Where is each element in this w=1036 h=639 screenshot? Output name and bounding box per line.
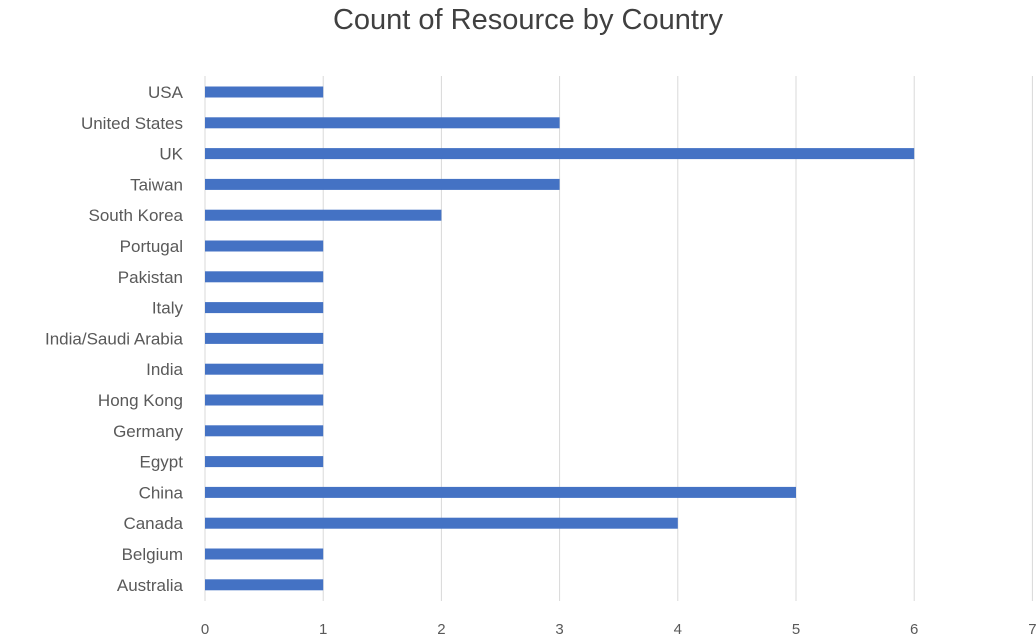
category-label: Hong Kong [98, 391, 183, 410]
x-tick-label: 3 [555, 621, 563, 638]
bar [205, 209, 442, 221]
bar [205, 579, 324, 591]
bar [205, 271, 324, 283]
category-label: China [139, 483, 184, 502]
bar [205, 363, 324, 375]
category-label: Belgium [122, 545, 183, 564]
x-tick-label: 5 [792, 621, 800, 638]
category-label: Germany [113, 422, 183, 441]
x-tick-label: 4 [674, 621, 682, 638]
bar [205, 517, 678, 529]
bar [205, 240, 324, 252]
category-label: USA [148, 83, 184, 102]
chart-title: Count of Resource by Country [332, 4, 724, 36]
bar [205, 148, 915, 160]
category-label: Australia [117, 576, 184, 595]
category-label: Pakistan [118, 268, 183, 287]
x-tick-label: 6 [910, 621, 918, 638]
bar [205, 178, 560, 190]
category-label: South Korea [88, 206, 183, 225]
category-label: India/Saudi Arabia [45, 329, 184, 348]
category-label: Taiwan [130, 175, 183, 194]
bar [205, 302, 324, 314]
x-tick-label: 7 [1028, 621, 1036, 638]
category-label: UK [159, 145, 183, 164]
category-label: Portugal [120, 237, 183, 256]
bar [205, 456, 324, 468]
category-label: Egypt [140, 453, 184, 472]
category-label: United States [81, 114, 183, 133]
bar [205, 486, 796, 498]
x-tick-label: 1 [319, 621, 327, 638]
bar [205, 394, 324, 406]
bar [205, 548, 324, 560]
category-label: Italy [152, 299, 184, 318]
bar [205, 332, 324, 344]
x-tick-label: 2 [437, 621, 445, 638]
bar [205, 425, 324, 437]
category-label: India [146, 360, 183, 379]
x-tick-label: 0 [201, 621, 209, 638]
bar [205, 86, 324, 98]
category-label: Canada [123, 514, 183, 533]
bar [205, 117, 560, 129]
